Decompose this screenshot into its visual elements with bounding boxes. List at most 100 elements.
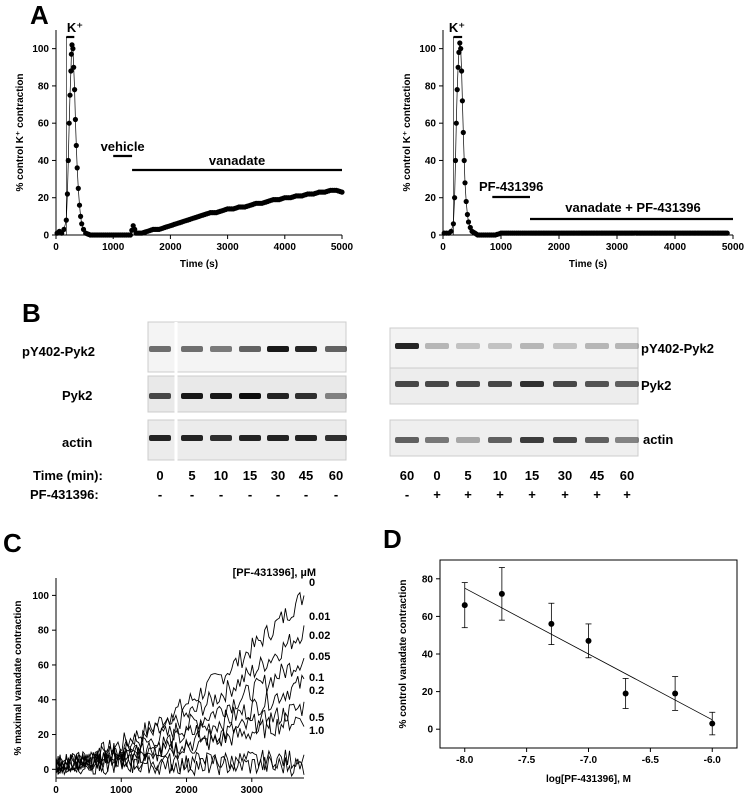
data-point [709,720,716,727]
y-tick-label: 100 [32,44,49,55]
data-point [452,157,459,164]
blot-band [149,393,171,399]
y-tick-label: 80 [38,626,50,637]
y-tick-label: 80 [38,81,50,92]
data-point [448,228,454,234]
x-tick-label: 2000 [159,242,182,253]
series-trace [55,591,305,773]
data-point [127,232,133,238]
blot-right-label-pyk2: Pyk2 [641,378,671,393]
data-point [70,46,76,52]
blot-right-label-actin: actin [643,432,673,447]
time-value: 30 [558,468,572,483]
x-tick-label: 3000 [241,785,264,794]
blot-band [520,381,544,387]
blot-band [520,343,544,349]
blot-band [585,343,609,349]
blot-band [456,437,480,443]
data-point [339,189,345,195]
blot-left-label-actin: actin [62,435,92,450]
x-tick-label: 4000 [274,242,297,253]
data-point [453,120,459,126]
pf-value: - [190,487,194,502]
chart-c: 0100020003000020406080100Time (s)% maxim… [13,567,330,794]
pf-value: + [561,487,569,502]
blot-band [615,437,639,443]
pf-value: + [433,487,441,502]
data-point [61,226,67,232]
panel-letter-a: A [30,0,49,30]
x-tick-label: 2000 [175,785,198,794]
data-point [464,211,470,218]
time-value: 15 [525,468,539,483]
time-value: 45 [299,468,313,483]
data-point [454,87,460,93]
data-point [465,219,472,225]
annotation-label: vanadate [209,153,265,168]
blot-left-pf-header: PF-431396: [30,487,99,502]
time-value: 10 [214,468,228,483]
pf-value: + [593,487,601,502]
blot-right-label-py402: pY402-Pyk2 [641,341,714,356]
y-tick-label: 80 [422,574,434,585]
data-point [622,690,629,697]
blot-band [210,435,232,441]
blot-band [267,435,289,441]
blot-band [553,343,577,349]
x-tick-label: 2000 [548,242,571,253]
data-point [79,221,85,227]
blot-band [425,381,449,387]
annotation-label: vehicle [101,139,145,154]
y-tick-label: 40 [422,650,434,661]
data-point [462,180,468,186]
x-tick-label: 0 [53,242,59,253]
pf-value: - [219,487,223,502]
series-label: 0 [309,577,315,589]
pf-value: - [276,487,280,502]
time-value: 5 [464,468,471,483]
blot-band [488,437,512,443]
time-value: 0 [433,468,440,483]
x-tick-label: 5000 [722,242,745,253]
data-point [65,157,71,164]
blot-band [488,343,512,349]
x-tick-label: -6.0 [704,755,722,766]
blot-band [149,346,171,352]
blot-right-bg-1 [389,327,639,369]
series-label: 0.5 [309,712,324,724]
data-point [458,46,464,52]
panel-letter-b: B [22,298,41,328]
data-point [460,129,466,136]
data-point [75,185,81,191]
blot-band [425,343,449,349]
series-label: 0.02 [309,630,330,642]
x-tick-label: 4000 [664,242,687,253]
annotation-label: vanadate + PF-431396 [565,200,701,215]
data-point [498,590,505,597]
blot-band [325,435,347,441]
time-value: 30 [271,468,285,483]
series-trace [55,701,305,776]
pf-value: + [528,487,536,502]
blot-left-label-pyk2: Pyk2 [62,388,92,403]
blot-band [456,343,480,349]
x-tick-label: -8.0 [456,755,474,766]
data-point [459,98,465,104]
y-tick-label: 40 [38,695,50,706]
blot-band [181,346,203,352]
blot-left-time-header: Time (min): [33,468,103,483]
data-point [461,602,468,609]
blot-band [488,381,512,387]
y-tick-label: 40 [425,156,437,167]
x-axis-label: Time (s) [180,259,218,270]
x-tick-label: 1000 [110,785,133,794]
blot-band [585,437,609,443]
data-point [457,40,463,46]
x-tick-label: 0 [53,785,59,794]
series-label: 0.01 [309,611,330,623]
panel-letter-d: D [383,524,402,554]
blot-band [520,437,544,443]
pf-value: - [405,487,409,502]
blot-band [395,381,419,387]
